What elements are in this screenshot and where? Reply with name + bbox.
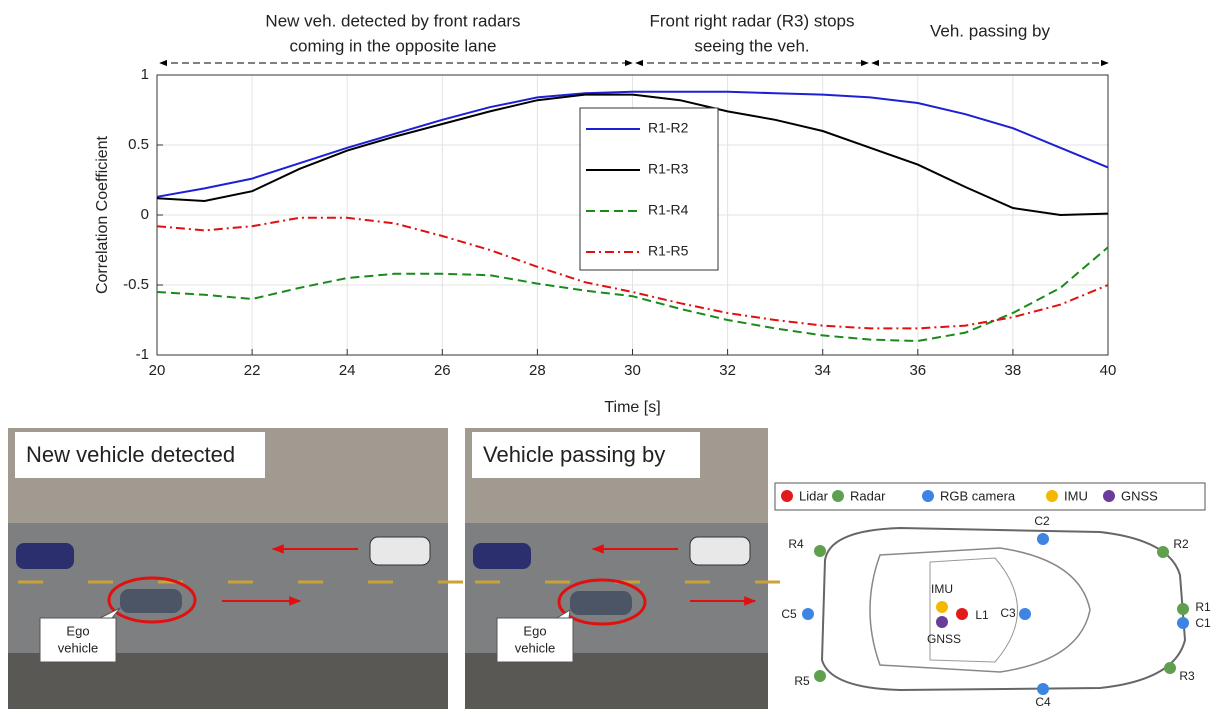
sensor-label: C5 <box>781 607 797 621</box>
photo-title: New vehicle detected <box>26 442 235 467</box>
sensor-dot <box>1177 617 1189 629</box>
photo-title: Vehicle passing by <box>483 442 665 467</box>
car-cabin <box>929 557 1018 663</box>
ego-car <box>570 591 632 615</box>
sensor-dot <box>1037 683 1049 695</box>
callout-text: Ego <box>66 623 89 638</box>
annotation: New veh. detected by front radars <box>265 11 520 30</box>
sensor-label: C4 <box>1035 695 1051 709</box>
car <box>473 543 531 569</box>
sensor-dot <box>802 608 814 620</box>
sensor-dot <box>1157 546 1169 558</box>
sensor-label: R4 <box>788 537 804 551</box>
title-box <box>15 432 265 478</box>
x-tick-label: 38 <box>1005 362 1022 379</box>
callout <box>496 609 574 663</box>
callout-text: Ego <box>523 623 546 638</box>
y-tick-label: -0.5 <box>123 276 149 293</box>
car-outline <box>820 526 1187 692</box>
x-tick-label: 22 <box>244 362 261 379</box>
sensor-label: L1 <box>975 608 989 622</box>
sensor-dot <box>1019 608 1031 620</box>
annotation: seeing the veh. <box>694 36 809 55</box>
legend-box <box>579 107 719 271</box>
sensor-label: IMU <box>931 582 953 596</box>
x-tick-label: 24 <box>339 362 356 379</box>
title-box <box>472 432 700 478</box>
sensor-dot <box>936 616 948 628</box>
legend-label: R1-R4 <box>648 202 689 218</box>
legend-label: R1-R3 <box>648 161 689 177</box>
legend-label: IMU <box>1064 488 1088 503</box>
sensor-dot <box>1164 662 1176 674</box>
car <box>16 543 74 569</box>
ego-car <box>120 589 182 613</box>
sensor-label: C2 <box>1034 514 1050 528</box>
legend-dot <box>781 490 793 502</box>
sensor-dot <box>814 545 826 557</box>
y-tick-label: -1 <box>136 346 149 363</box>
photo: Vehicle passing by Ego vehicle <box>465 428 780 709</box>
legend-label: Lidar <box>799 488 829 503</box>
sensor-label: R2 <box>1173 537 1189 551</box>
sensor-label: R5 <box>794 674 810 688</box>
legend-label: R1-R2 <box>648 120 689 136</box>
x-tick-label: 36 <box>909 362 926 379</box>
sensor-label: C3 <box>1000 606 1016 620</box>
x-axis-label: Time [s] <box>604 399 660 416</box>
line-series <box>156 93 1109 217</box>
legend-label: GNSS <box>1121 488 1158 503</box>
sensor-label: R1 <box>1195 600 1211 614</box>
sensor-dot <box>1177 603 1189 615</box>
x-tick-label: 20 <box>149 362 166 379</box>
annotation: coming in the opposite lane <box>290 36 497 55</box>
sensor-legend-box <box>774 482 1206 511</box>
legend-label: RGB camera <box>940 488 1016 503</box>
ego-highlight <box>107 576 197 624</box>
sensor-dot <box>956 608 968 620</box>
line-series <box>156 216 1109 330</box>
photo: New vehicle detected Ego vehicle <box>8 428 463 709</box>
car <box>369 536 431 566</box>
legend-dot <box>922 490 934 502</box>
plot-frame <box>156 74 1109 356</box>
x-tick-label: 28 <box>529 362 546 379</box>
legend-label: Radar <box>850 488 886 503</box>
y-tick-label: 0.5 <box>128 136 149 153</box>
line-series <box>156 90 1109 198</box>
sensor-dot <box>1037 533 1049 545</box>
callout <box>39 607 121 663</box>
legend-dot <box>832 490 844 502</box>
x-tick-label: 26 <box>434 362 451 379</box>
y-tick-label: 1 <box>141 66 149 83</box>
sensor-dot <box>814 670 826 682</box>
car <box>689 536 751 566</box>
y-axis-label: Correlation Coefficient <box>94 135 111 294</box>
sensor-label: R3 <box>1179 669 1195 683</box>
x-tick-label: 40 <box>1100 362 1117 379</box>
sensor-label: GNSS <box>927 632 961 646</box>
callout-text: vehicle <box>58 640 98 655</box>
x-tick-label: 34 <box>814 362 831 379</box>
line-series <box>156 246 1109 343</box>
x-tick-label: 32 <box>719 362 736 379</box>
x-tick-label: 30 <box>624 362 641 379</box>
annotation: Front right radar (R3) stops <box>649 11 854 30</box>
sensor-dot <box>936 601 948 613</box>
legend-label: R1-R5 <box>648 243 689 259</box>
legend-dot <box>1103 490 1115 502</box>
legend-dot <box>1046 490 1058 502</box>
ego-highlight <box>557 578 647 626</box>
car-cabin <box>869 547 1091 673</box>
callout-text: vehicle <box>515 640 555 655</box>
annotation: Veh. passing by <box>930 21 1051 40</box>
sensor-label: C1 <box>1195 616 1211 630</box>
y-tick-label: 0 <box>141 206 149 223</box>
